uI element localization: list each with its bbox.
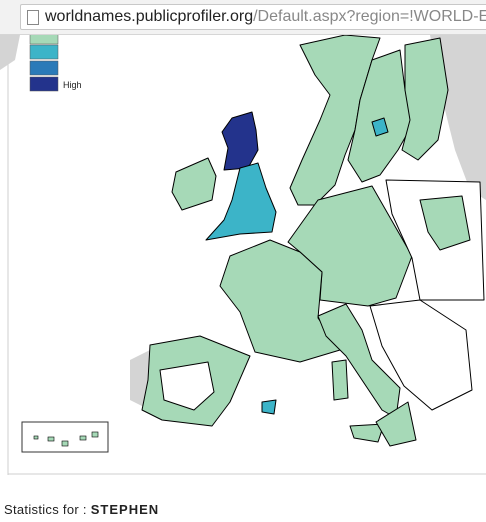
region-sweden: [347, 49, 416, 183]
region-balkans: [369, 299, 473, 411]
page-icon: [27, 10, 39, 25]
map: High: [0, 35, 486, 475]
legend-swatch: [29, 44, 59, 60]
region-green: [419, 195, 471, 251]
inset-island: [91, 431, 99, 438]
inset-island: [47, 436, 55, 442]
inset-island: [33, 435, 39, 440]
browser-toolbar: worldnames.publicprofiler.org/Default.as…: [0, 0, 486, 35]
statistics-label: Statistics for :: [4, 502, 87, 517]
legend-label: High: [63, 80, 82, 90]
region-teal: [371, 117, 389, 137]
region-spain-white: [159, 361, 215, 411]
region-ireland: [171, 157, 217, 211]
url-host: worldnames.publicprofiler.org: [45, 8, 254, 25]
region-scotland: [221, 111, 259, 171]
land-grey: [0, 35, 20, 70]
region-balearic: [261, 399, 277, 415]
region-sicily: [349, 423, 385, 443]
region-greece: [375, 401, 417, 447]
legend-swatch: [29, 60, 59, 76]
region-england: [205, 162, 277, 241]
statistics: Statistics for : STEPHEN: [4, 502, 159, 517]
map-container: High: [0, 35, 486, 475]
url: worldnames.publicprofiler.org/Default.as…: [45, 7, 486, 27]
region-norway: [289, 35, 381, 206]
inset-island: [79, 435, 87, 441]
url-path: /Default.aspx?region=!WORLD-E: [253, 8, 486, 25]
statistics-name: STEPHEN: [90, 502, 160, 517]
legend-swatch: [29, 35, 59, 45]
legend-swatch: [29, 76, 59, 92]
region-italy: [317, 303, 401, 419]
address-bar[interactable]: worldnames.publicprofiler.org/Default.as…: [20, 4, 486, 30]
inset-island: [61, 440, 69, 447]
region-sardinia: [331, 359, 349, 401]
region-finland: [401, 37, 449, 161]
